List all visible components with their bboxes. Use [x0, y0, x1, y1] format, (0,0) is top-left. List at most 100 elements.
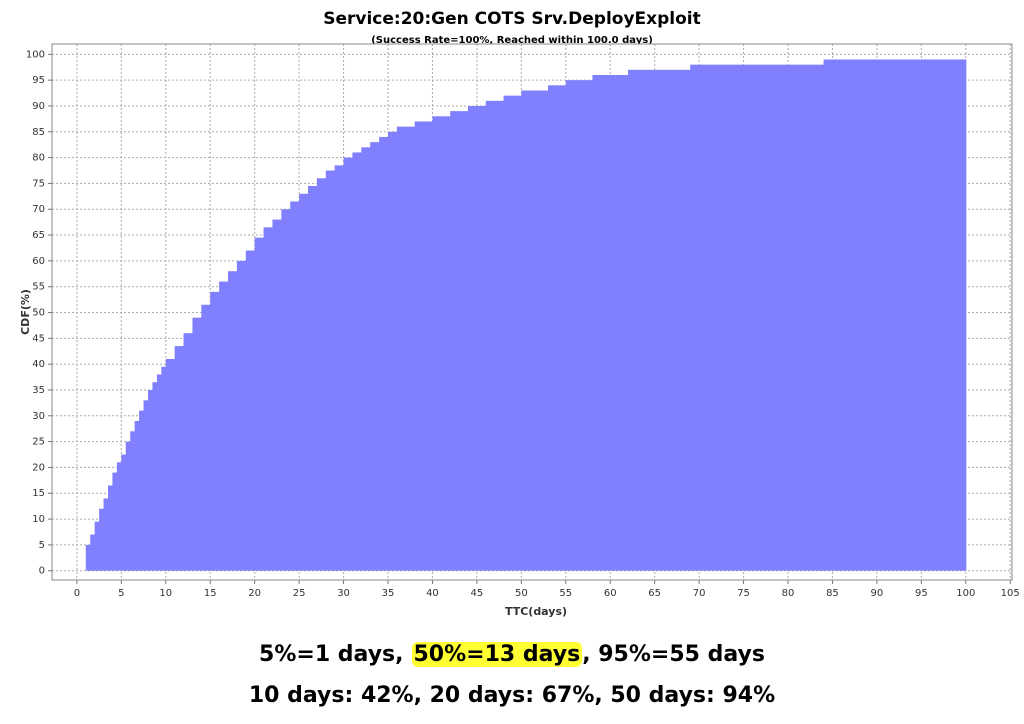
x-tick-label: 105: [1001, 588, 1020, 599]
cdf-step: [485, 100, 505, 571]
cdf-step: [370, 142, 380, 571]
x-tick-label: 80: [782, 588, 795, 599]
cdf-step: [548, 85, 567, 571]
y-tick-label: 70: [32, 204, 45, 215]
caption-line: 10 days: 42%, 20 days: 67%, 50 days: 94%: [0, 683, 1024, 708]
cdf-step: [361, 147, 371, 571]
cdf-step: [112, 472, 118, 571]
x-tick-label: 85: [826, 588, 839, 599]
caption: 5%=1 days,: [259, 642, 404, 667]
x-tick-label: 70: [693, 588, 706, 599]
cdf-step: [228, 271, 238, 571]
x-tick-label: 60: [604, 588, 617, 599]
cdf-step: [108, 485, 113, 571]
x-axis-label: TTC(days): [505, 605, 567, 618]
x-tick-label: 55: [559, 588, 572, 599]
y-tick-label: 0: [39, 566, 45, 577]
cdf-step: [161, 366, 167, 571]
chart: Service:20:Gen COTS Srv.DeployExploit (S…: [19, 9, 1020, 618]
x-tick-label: 90: [871, 588, 884, 599]
cdf-step: [565, 80, 593, 571]
y-tick-label: 30: [32, 411, 45, 422]
cdf-step: [90, 534, 96, 571]
y-tick-label: 100: [26, 49, 45, 60]
cdf-step: [325, 170, 336, 571]
cdf-step: [299, 193, 309, 571]
cdf-step: [201, 304, 211, 571]
y-tick-label: 80: [32, 153, 45, 164]
y-tick-label: 35: [32, 385, 45, 396]
x-tick-label: 45: [471, 588, 484, 599]
cdf-step: [628, 69, 691, 571]
caption: , 95%=55 days: [582, 642, 765, 667]
cdf-step: [125, 441, 131, 571]
cdf-step: [823, 59, 967, 571]
y-tick-label: 75: [32, 178, 45, 189]
y-tick-label: 40: [32, 359, 45, 370]
cdf-step: [134, 420, 140, 571]
y-tick-label: 85: [32, 127, 45, 138]
cdf-step: [316, 178, 327, 571]
caption-line: 5%=1 days, 50%=13 days, 95%=55 days: [0, 642, 1024, 667]
cdf-step: [219, 281, 229, 571]
y-tick-label: 25: [32, 437, 45, 448]
caption: 10 days: 42%, 20 days: 67%, 50 days: 94%: [248, 683, 776, 708]
cdf-step: [281, 209, 291, 571]
x-tick-label: 15: [204, 588, 217, 599]
cdf-step: [414, 121, 433, 571]
y-axis-label: CDF(%): [19, 289, 32, 335]
cdf-step: [165, 358, 176, 571]
x-tick-label: 40: [426, 588, 439, 599]
y-tick-label: 60: [32, 256, 45, 267]
cdf-step: [139, 410, 145, 571]
y-tick-label: 55: [32, 282, 45, 293]
cdf-step: [143, 400, 149, 571]
cdf-step: [308, 186, 318, 571]
cdf-step: [690, 64, 825, 571]
y-tick-label: 65: [32, 230, 45, 241]
y-tick-label: 95: [32, 75, 45, 86]
y-tick-label: 5: [39, 540, 45, 551]
x-tick-label: 0: [74, 588, 80, 599]
cdf-step: [85, 544, 91, 571]
cdf-step: [192, 317, 202, 571]
cdf-step: [183, 333, 193, 571]
chart-subtitle: (Success Rate=100%, Reached within 100.0…: [371, 35, 653, 46]
cdf-step: [334, 165, 345, 571]
cdf-step: [343, 157, 353, 571]
cdf-step: [174, 346, 185, 571]
x-tick-label: 10: [159, 588, 172, 599]
cdf-step: [103, 498, 109, 571]
cdf-step: [521, 90, 549, 571]
x-tick-label: 30: [337, 588, 350, 599]
cdf-step: [468, 105, 487, 571]
cdf-step: [254, 237, 265, 571]
y-tick-label: 45: [32, 333, 45, 344]
cdf-step: [94, 521, 100, 571]
y-tick-label: 10: [32, 514, 45, 525]
cdf-step: [450, 111, 469, 571]
cdf-step: [396, 126, 416, 571]
cdf-step: [263, 227, 273, 571]
cdf-step: [236, 260, 247, 571]
x-tick-label: 25: [293, 588, 306, 599]
cdf-step: [99, 508, 105, 571]
x-tick-label: 75: [737, 588, 750, 599]
cdf-step: [379, 136, 389, 571]
cdf-step: [148, 389, 153, 571]
plot-frame: [51, 43, 1013, 581]
caption-highlight: 50%=13 days: [411, 642, 583, 667]
cdf-step: [432, 116, 451, 571]
cdf-step: [272, 219, 282, 571]
cdf-step: [152, 382, 158, 571]
x-tick-label: 65: [648, 588, 661, 599]
y-tick-label: 50: [32, 308, 45, 319]
cdf-step: [290, 201, 300, 571]
y-tick-label: 90: [32, 101, 45, 112]
cdf-step: [130, 431, 136, 571]
x-tick-label: 95: [915, 588, 928, 599]
x-tick-label: 5: [118, 588, 124, 599]
cdf-step: [592, 74, 629, 571]
cdf-step: [503, 95, 522, 571]
